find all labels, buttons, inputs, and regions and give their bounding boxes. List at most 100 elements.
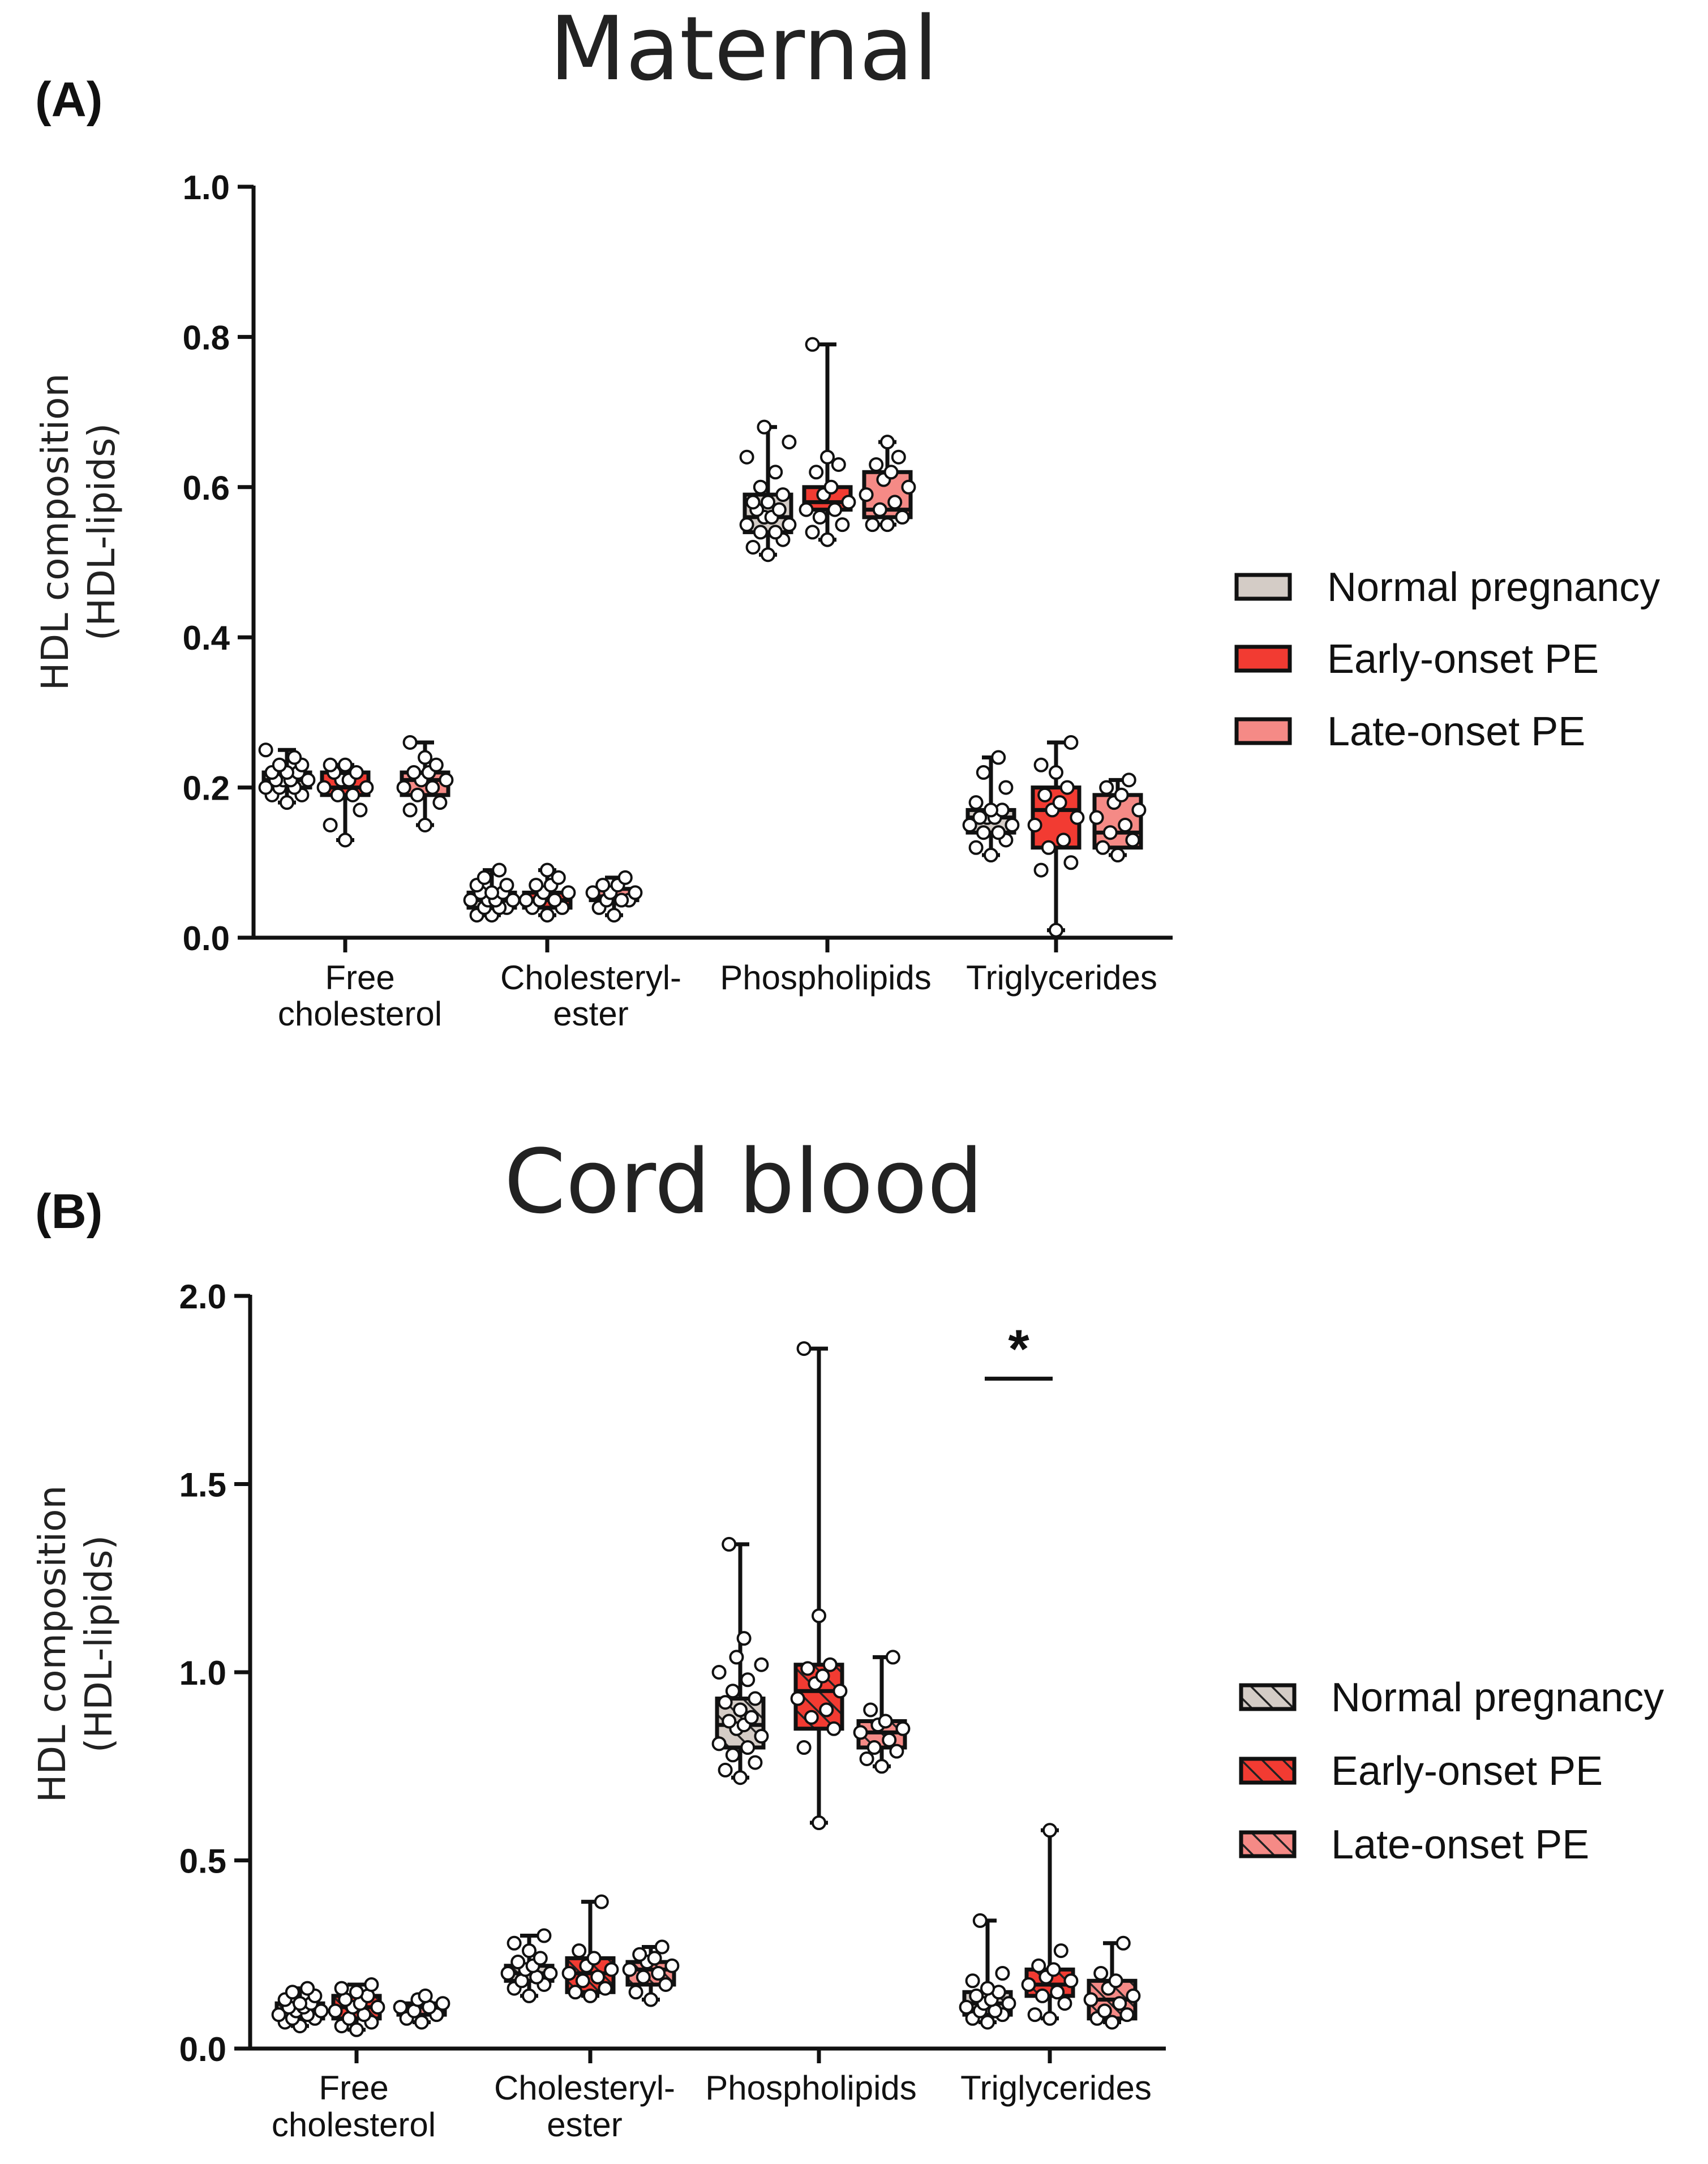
data-point bbox=[328, 2003, 343, 2019]
data-point bbox=[790, 1691, 805, 1706]
data-point bbox=[965, 1973, 980, 1989]
box-early-cat1 bbox=[518, 862, 576, 923]
data-point bbox=[739, 449, 754, 465]
data-point bbox=[622, 1962, 637, 1977]
data-point bbox=[432, 795, 448, 810]
box-early-cat2 bbox=[799, 337, 856, 547]
data-point bbox=[370, 1999, 385, 2015]
data-point bbox=[969, 1988, 984, 2003]
data-point bbox=[628, 885, 643, 900]
data-point bbox=[722, 1714, 737, 1729]
data-point bbox=[402, 802, 418, 818]
data-point bbox=[1042, 1823, 1057, 1838]
data-point bbox=[820, 532, 835, 547]
data-point bbox=[895, 509, 910, 525]
data-point bbox=[959, 1999, 974, 2015]
data-point bbox=[998, 780, 1014, 795]
y-tick-label: 0.2 bbox=[183, 770, 230, 808]
data-point bbox=[718, 1762, 733, 1777]
data-point bbox=[418, 750, 432, 765]
data-point bbox=[632, 1947, 647, 1962]
panel-a-label: (A) bbox=[35, 72, 102, 127]
data-point bbox=[617, 870, 633, 885]
data-point bbox=[725, 1747, 740, 1763]
box-normal-cat0 bbox=[271, 1981, 329, 2034]
significance-star: * bbox=[1008, 1319, 1029, 1379]
data-point bbox=[761, 495, 775, 510]
data-point bbox=[418, 817, 432, 832]
box-early-cat3 bbox=[1021, 1823, 1079, 2026]
data-point bbox=[651, 1966, 666, 1981]
data-point bbox=[729, 1650, 744, 1665]
data-point bbox=[748, 1691, 763, 1706]
panel-a-ylabel-line1: HDL composition bbox=[33, 373, 77, 691]
legend-label-late: Late-onset PE bbox=[1331, 1822, 1589, 1867]
data-point bbox=[1056, 832, 1071, 848]
data-point bbox=[323, 817, 338, 832]
data-point bbox=[800, 1661, 816, 1676]
data-point bbox=[880, 435, 895, 450]
data-point bbox=[428, 757, 444, 772]
data-point bbox=[968, 795, 984, 810]
box-early-cat2 bbox=[790, 1341, 848, 1830]
legend-label-early: Early-onset PE bbox=[1331, 1749, 1603, 1794]
data-point bbox=[349, 1985, 364, 2000]
data-point bbox=[826, 1721, 842, 1736]
data-point bbox=[518, 892, 534, 908]
data-point bbox=[396, 780, 411, 795]
data-point bbox=[799, 502, 814, 517]
data-point bbox=[271, 2007, 286, 2023]
data-point bbox=[561, 1966, 577, 1981]
data-point bbox=[980, 2015, 995, 2030]
data-point bbox=[614, 892, 629, 908]
data-point bbox=[754, 1657, 769, 1672]
data-point bbox=[1057, 1996, 1072, 2011]
data-point bbox=[733, 1702, 748, 1718]
data-point bbox=[1037, 787, 1053, 802]
data-point bbox=[280, 795, 294, 810]
legend-label-normal: Normal pregnancy bbox=[1327, 565, 1660, 610]
data-point bbox=[1102, 825, 1118, 840]
x-category-label: Cholesteryl- bbox=[494, 2069, 675, 2107]
data-point bbox=[859, 1751, 874, 1766]
data-point bbox=[410, 787, 425, 802]
data-point bbox=[492, 862, 507, 878]
data-point bbox=[406, 765, 422, 780]
panel-a-legend: Normal pregnancy Early-onset PE Late-onset… bbox=[1234, 565, 1660, 754]
data-point bbox=[754, 1729, 769, 1744]
data-point bbox=[1070, 810, 1085, 825]
data-point bbox=[647, 1951, 662, 1966]
data-point bbox=[418, 1988, 433, 2003]
panel-b-legend: Normal pregnancy Early-onset PE Late-onset… bbox=[1239, 1675, 1664, 1867]
data-point bbox=[572, 1943, 587, 1959]
data-point bbox=[841, 495, 856, 510]
data-point bbox=[757, 419, 772, 435]
data-point bbox=[338, 757, 353, 772]
data-point bbox=[1021, 1977, 1036, 1992]
data-point bbox=[775, 487, 791, 503]
y-tick-label: 0.4 bbox=[183, 619, 230, 657]
data-point bbox=[771, 502, 787, 517]
data-point bbox=[1093, 1966, 1109, 1981]
data-point bbox=[586, 1951, 602, 1966]
data-point bbox=[561, 885, 576, 900]
data-point bbox=[984, 848, 998, 863]
y-tick-label: 0.6 bbox=[183, 469, 230, 507]
data-point bbox=[835, 517, 850, 533]
data-point bbox=[522, 1988, 537, 2003]
data-point bbox=[1119, 2007, 1135, 2023]
data-point bbox=[725, 1684, 740, 1699]
data-point bbox=[822, 1657, 838, 1672]
data-point bbox=[872, 502, 887, 517]
data-point bbox=[1083, 1992, 1098, 2007]
data-point bbox=[809, 465, 824, 480]
data-point bbox=[812, 1608, 826, 1624]
x-category-label-line2: cholesterol bbox=[278, 995, 442, 1033]
data-point bbox=[878, 1714, 893, 1729]
data-point bbox=[718, 1695, 733, 1710]
data-point bbox=[1005, 817, 1020, 832]
data-point bbox=[654, 1939, 670, 1955]
panel-b-label: (B) bbox=[35, 1184, 102, 1239]
